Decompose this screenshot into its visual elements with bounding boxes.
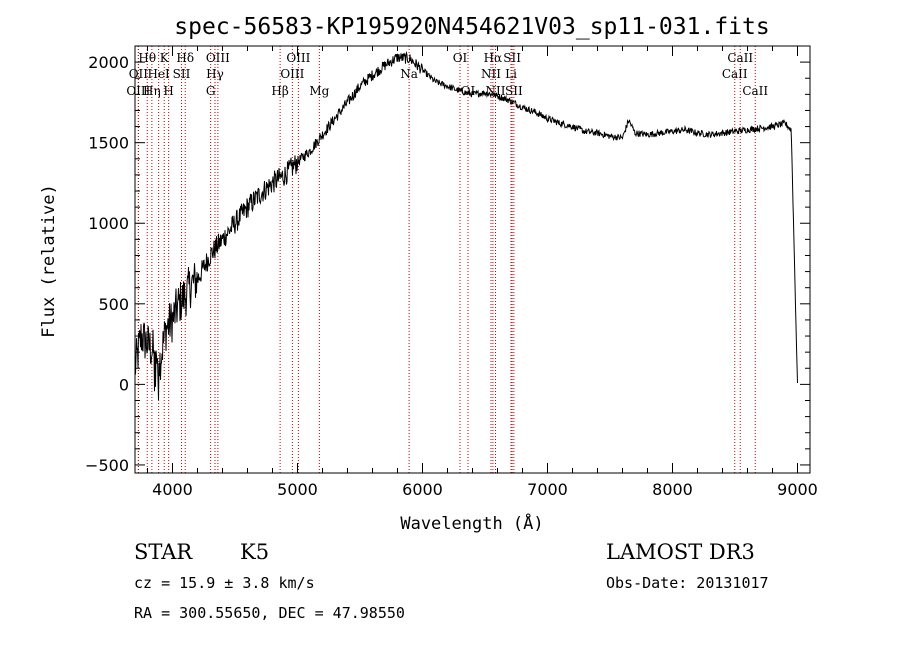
spectral-line-label: Li — [505, 67, 517, 81]
spectrum-series-line — [134, 51, 798, 401]
y-tick-label: 1500 — [88, 134, 129, 153]
spectral-line-label: HeI — [147, 67, 170, 81]
spectral-line-label: Hβ — [271, 84, 288, 98]
spectral-line-label: Na — [400, 67, 418, 81]
spectral-line-label: G — [206, 84, 216, 98]
y-tick-label: 500 — [98, 295, 129, 314]
spectral-line-label: OIII — [280, 67, 304, 81]
chart-title: spec-56583-KP195920N454621V03_sp11-031.f… — [174, 14, 769, 40]
spectral-line-label: NII — [481, 67, 501, 81]
spectral-line-label: OIII — [126, 84, 150, 98]
x-axis-label: Wavelength (Å) — [400, 512, 543, 534]
spectral-line-label: Hθ — [138, 51, 156, 65]
y-tick-label: 0 — [119, 375, 129, 394]
y-axis-ticks: −500 0 500 1000 1500 2000 — [85, 53, 810, 475]
spectral-line-label: SII — [173, 67, 191, 81]
ra-dec-coordinates: RA = 300.55650, DEC = 47.98550 — [134, 604, 405, 622]
spectral-line-label: Hη — [143, 84, 161, 98]
spectral-line-label: SII — [503, 51, 521, 65]
spectral-line-label: K — [160, 51, 170, 65]
spectral-line-label: Hα — [484, 51, 503, 65]
observation-date: Obs-Date: 20131017 — [606, 574, 769, 592]
object-class: STAR — [134, 540, 193, 564]
x-tick-label: 7000 — [527, 480, 568, 499]
spectral-line-label: OIII — [206, 51, 230, 65]
spectral-line-label: Mg — [309, 84, 329, 98]
y-tick-label: 2000 — [88, 53, 129, 72]
redshift-cz: cz = 15.9 ± 3.8 km/s — [134, 574, 315, 592]
x-tick-label: 9000 — [777, 480, 818, 499]
spectral-line-label: Hγ — [206, 67, 224, 81]
spectral-line-label: Hδ — [176, 51, 194, 65]
spectral-line-label: SII — [505, 84, 523, 98]
spectral-line-markers — [137, 46, 756, 473]
spectral-line-label: OII — [129, 67, 149, 81]
x-tick-label: 6000 — [402, 480, 443, 499]
spectral-line-label: OI — [453, 51, 468, 65]
y-tick-label: 1000 — [88, 214, 129, 233]
object-subclass: K5 — [240, 540, 270, 564]
plot-frame — [134, 45, 811, 474]
spectral-line-label: CaII — [722, 67, 748, 81]
survey-name: LAMOST DR3 — [606, 540, 755, 564]
spectral-line-label: CaII — [727, 51, 753, 65]
x-tick-label: 5000 — [277, 480, 318, 499]
spectral-line-label: CaII — [742, 84, 768, 98]
spectral-line-label: H — [163, 84, 173, 98]
y-tick-label: −500 — [85, 456, 129, 475]
x-tick-label: 8000 — [652, 480, 693, 499]
spectral-line-label: OIII — [286, 51, 310, 65]
x-axis-ticks: 4000 5000 6000 7000 8000 9000 — [147, 46, 818, 499]
x-tick-label: 4000 — [152, 480, 193, 499]
y-axis-label: Flux (relative) — [39, 184, 59, 338]
